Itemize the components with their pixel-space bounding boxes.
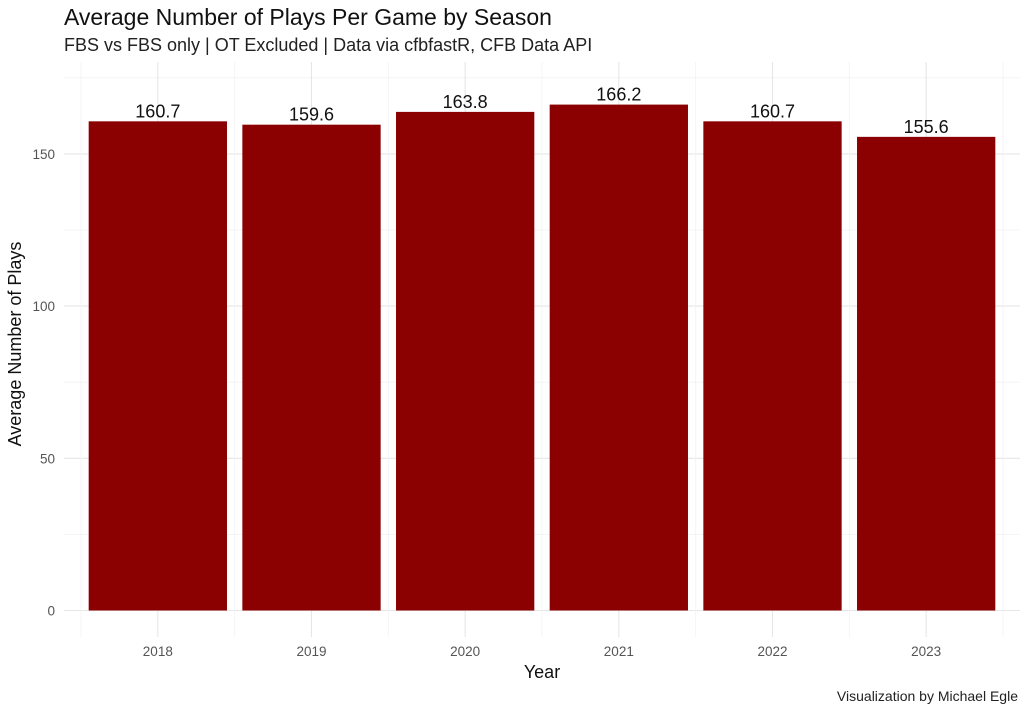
y-tick-label: 150: [32, 147, 55, 162]
data-label-2023: 155.6: [904, 117, 949, 137]
chart-subtitle: FBS vs FBS only | OT Excluded | Data via…: [64, 35, 593, 55]
x-axis-title: Year: [524, 662, 560, 682]
bar-2020: [396, 111, 535, 611]
data-label-2018: 160.7: [135, 101, 180, 121]
x-tick-label: 2019: [296, 644, 326, 659]
y-axis-title: Average Number of Plays: [5, 242, 25, 447]
data-label-2019: 159.6: [289, 105, 334, 125]
bar-2022: [703, 121, 842, 611]
x-tick-label: 2018: [143, 644, 173, 659]
y-axis-ticks: 0 50 100 150: [32, 147, 55, 619]
bar-2021: [549, 104, 688, 611]
x-tick-label: 2023: [911, 644, 941, 659]
chart-title: Average Number of Plays Per Game by Seas…: [64, 4, 552, 30]
x-tick-label: 2021: [604, 644, 634, 659]
x-axis-ticks: 2018 2019 2020 2021 2022 2023: [143, 644, 941, 659]
x-tick-label: 2022: [757, 644, 787, 659]
data-labels: 160.7 159.6 163.8 166.2 160.7 155.6: [135, 85, 948, 137]
data-label-2022: 160.7: [750, 101, 795, 121]
x-tick-label: 2020: [450, 644, 480, 659]
data-label-2021: 166.2: [596, 85, 641, 105]
y-tick-label: 50: [40, 451, 55, 466]
bars: [88, 104, 996, 611]
bar-2019: [242, 124, 381, 611]
data-label-2020: 163.8: [443, 92, 488, 112]
y-tick-label: 0: [47, 604, 55, 619]
bar-2023: [857, 136, 996, 611]
y-tick-label: 100: [32, 299, 55, 314]
chart-caption: Visualization by Michael Egle: [836, 688, 1018, 704]
bar-2018: [88, 121, 227, 611]
